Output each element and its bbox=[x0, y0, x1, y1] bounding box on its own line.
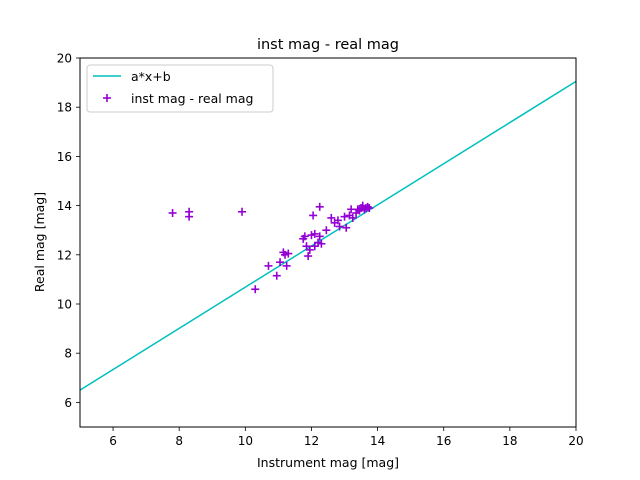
scatter-point bbox=[363, 202, 372, 211]
y-axis-ticks: 6 8 10 12 14 16 18 20 bbox=[57, 52, 80, 410]
y-tick-label: 6 bbox=[64, 396, 72, 410]
x-tick-label: 20 bbox=[568, 434, 583, 448]
scatter-point bbox=[335, 222, 344, 231]
scatter-point bbox=[322, 226, 331, 235]
y-axis-label: Real mag [mag] bbox=[32, 192, 47, 292]
scatter-point bbox=[365, 204, 374, 213]
y-tick-label: 18 bbox=[57, 101, 72, 115]
scatter-point bbox=[282, 261, 291, 270]
scatter-point bbox=[238, 207, 247, 216]
scatter-point bbox=[264, 261, 273, 270]
x-tick-label: 8 bbox=[175, 434, 183, 448]
y-tick-label: 20 bbox=[57, 52, 72, 66]
scatter-point bbox=[304, 252, 313, 261]
x-tick-label: 14 bbox=[370, 434, 385, 448]
scatter-point bbox=[327, 213, 336, 222]
fit-line-layer bbox=[80, 80, 576, 391]
x-tick-label: 12 bbox=[304, 434, 319, 448]
chart-title: inst mag - real mag bbox=[257, 37, 399, 53]
y-tick-label: 14 bbox=[57, 199, 72, 213]
y-tick-label: 12 bbox=[57, 248, 72, 262]
scatter-point bbox=[315, 232, 324, 241]
x-tick-label: 10 bbox=[238, 434, 253, 448]
scatter-point bbox=[276, 258, 285, 267]
scatter-point bbox=[309, 211, 318, 220]
scatter-point bbox=[317, 239, 326, 248]
legend-label-scatter: inst mag - real mag bbox=[131, 91, 253, 106]
scatter-point bbox=[284, 249, 293, 258]
plot-area bbox=[80, 58, 576, 427]
y-tick-label: 8 bbox=[64, 347, 72, 361]
scatter-point bbox=[272, 271, 281, 280]
scatter-point bbox=[348, 213, 357, 222]
x-tick-label: 6 bbox=[109, 434, 117, 448]
scatter-point bbox=[168, 208, 177, 217]
scatter-point bbox=[315, 202, 324, 211]
scatter-point bbox=[305, 245, 314, 254]
legend-label-fit-line: a*x+b bbox=[131, 69, 171, 84]
scatter-marker-layer bbox=[168, 201, 374, 294]
y-tick-label: 16 bbox=[57, 150, 72, 164]
legend-box bbox=[86, 64, 274, 113]
scatter-point bbox=[185, 212, 194, 221]
x-axis-label: Instrument mag [mag] bbox=[257, 455, 399, 470]
scatter-point bbox=[340, 212, 349, 221]
scatter-point bbox=[333, 216, 342, 225]
x-tick-label: 16 bbox=[436, 434, 451, 448]
scatter-point bbox=[310, 229, 319, 238]
legend: a*x+b inst mag - real mag bbox=[86, 64, 274, 113]
x-axis-ticks: 6 8 10 12 14 16 18 20 bbox=[109, 427, 584, 448]
fit-line bbox=[80, 80, 576, 391]
y-tick-label: 10 bbox=[57, 298, 72, 312]
legend-swatch-scatter-marker bbox=[103, 94, 111, 102]
plot-frame bbox=[79, 57, 577, 428]
scatter-point bbox=[300, 232, 309, 241]
scatter-point bbox=[342, 223, 351, 232]
x-tick-label: 18 bbox=[502, 434, 517, 448]
scatter-point bbox=[251, 285, 260, 294]
